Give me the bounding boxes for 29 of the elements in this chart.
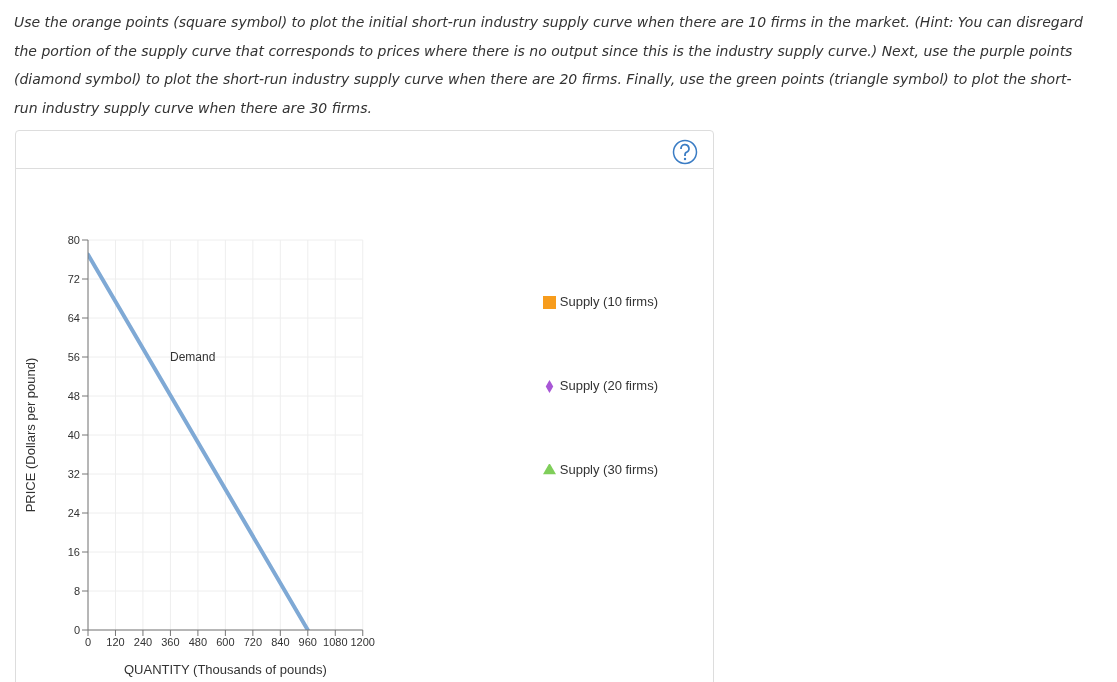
- series-label: Demand: [170, 349, 216, 364]
- y-tick-label: 80: [67, 233, 80, 246]
- x-tick-label: 600: [216, 635, 235, 648]
- legend-label: Supply (30 firms): [559, 462, 658, 477]
- y-tick-label: 8: [73, 584, 80, 597]
- y-tick-label: 0: [73, 623, 80, 636]
- x-tick-label: 1080: [323, 635, 348, 648]
- x-tick-label: 720: [243, 635, 263, 648]
- legend-label: Supply (10 firms): [559, 294, 658, 309]
- y-tick-label: 48: [67, 389, 80, 402]
- y-tick-label: 64: [67, 311, 80, 324]
- x-tick-label: 960: [298, 635, 317, 648]
- x-tick-label: 840: [271, 635, 290, 648]
- legend-label: Supply (20 firms): [559, 378, 658, 393]
- x-tick-label: 0: [84, 635, 92, 648]
- y-tick-label: 56: [67, 350, 80, 363]
- x-tick-label: 480: [188, 635, 208, 648]
- x-axis-title: QUANTITY (Thousands of pounds): [123, 662, 327, 677]
- x-tick-label: 1200: [350, 635, 375, 648]
- y-tick-label: 24: [67, 506, 80, 519]
- y-tick-label: 40: [67, 428, 80, 441]
- x-tick-label: 120: [106, 635, 125, 648]
- y-tick-label: 72: [67, 272, 80, 285]
- y-tick-label: 16: [67, 545, 80, 558]
- text: Use the orange points (square symbol) to plot the initial short-run industry supply curve when there are 10 firms in the market. (Hint: You can disregard the portion of the supply curve that corresponds to prices where there is no output since this is the industry supply curve.) Next, use the purple points (diamond symbol) to plot the short-run industry supply curve when there are 20 firms. Finally, use the green points (triangle symbol) to plot the short-run industry supply curve when there are 30 firms.: [14, 13, 1084, 118]
- y-axis-title: PRICE (Dollars per pound): [22, 357, 38, 513]
- y-tick-label: 32: [67, 467, 80, 480]
- x-tick-label: 240: [133, 635, 153, 648]
- x-tick-label: 360: [161, 635, 180, 648]
